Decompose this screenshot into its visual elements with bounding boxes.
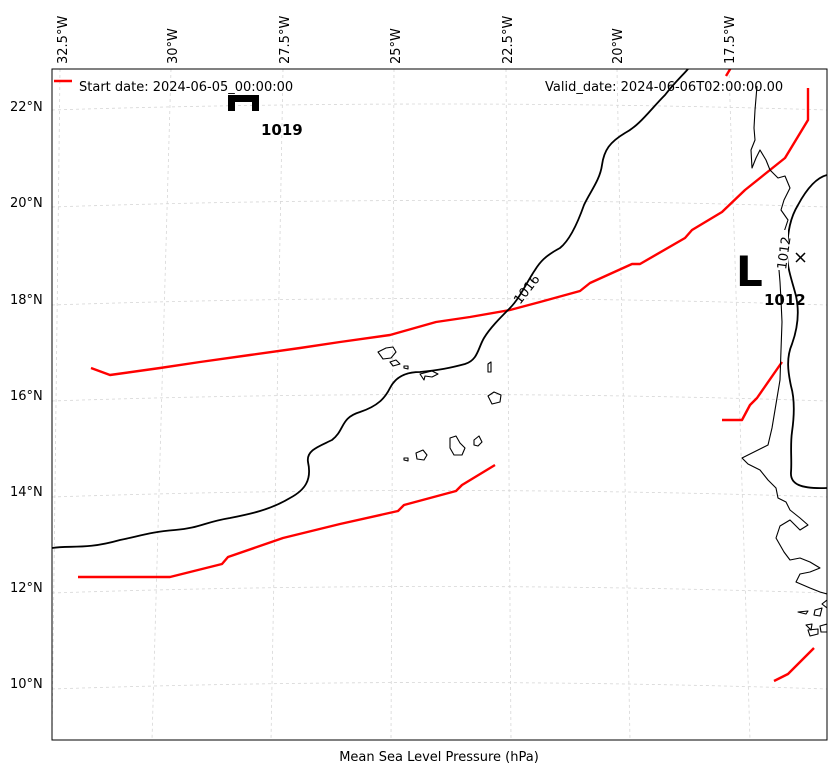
cape-verde-santo-antao [377,346,397,360]
map-panel [52,69,827,740]
meridian-22-5w [505,69,512,740]
lon-tick-label: 27.5°W [278,16,293,64]
parallel-18n [52,298,827,306]
cape-verde-santa-luzia [403,365,409,370]
cape-verde-fogo [415,449,428,461]
low-center-marker [795,252,806,263]
guinea-coast [821,599,827,609]
meridian-27-5w [270,69,284,740]
lon-tick-label: 17.5°W [723,16,738,64]
lat-tick-label: 16°N [10,389,43,404]
lat-tick-label: 12°N [10,581,43,596]
isobars [52,69,827,549]
parallel-16n [52,394,827,402]
isobar-label-1012: 1012 [775,236,794,271]
bijagos-1 [797,610,809,615]
valid-date-label: Valid_date: 2024-06-06T02:00:00.00 [545,80,783,95]
parallel-10n [52,682,827,690]
bijagos-4 [807,628,819,637]
meridian-32-5w [52,69,61,740]
cape-verde-brava [403,457,409,462]
lon-tick-label: 22.5°W [501,16,516,64]
lon-tick-label: 32.5°W [56,16,71,64]
lat-tick-label: 10°N [10,677,43,692]
meridian-25w [390,69,395,740]
high-pressure-value: 1019 [261,121,303,139]
lat-tick-label: 20°N [10,196,43,211]
lon-tick-labels: 32.5°W 30°W 27.5°W 25°W 22.5°W 20°W 17.5… [56,16,738,64]
isobar-label-gap [774,230,788,270]
meridian-20w [616,69,631,740]
africa-coast [741,85,827,595]
lon-tick-label: 25°W [389,28,404,64]
high-symbol [228,95,259,111]
parallel-14n [52,490,827,498]
meridian-17-5w [728,69,751,740]
cape-verde-sal [487,361,492,373]
low-pressure-value: 1012 [764,291,806,309]
parallel-12n [52,586,827,594]
map-caption: Mean Sea Level Pressure (hPa) [339,750,539,765]
lon-tick-label: 20°W [611,28,626,64]
red-contour-coast [722,361,783,422]
cape-verde-boa-vista [487,391,502,405]
bijagos-2 [813,607,823,617]
isobar-1016 [52,69,689,549]
graticule [52,69,827,740]
bijagos-5 [819,623,827,633]
lat-tick-label: 14°N [10,485,43,500]
start-date-label: Start date: 2024-06-05_00:00:00 [79,80,293,95]
lat-tick-label: 18°N [10,293,43,308]
lat-tick-labels: 22°N 20°N 18°N 16°N 14°N 12°N 10°N [10,100,43,692]
red-contour-bottom [773,647,815,683]
parallel-20n [52,200,827,208]
isobar-1012 [786,174,827,489]
red-contours [78,69,815,683]
meridian-30w [151,69,172,740]
cape-verde-sao-nicolau [419,370,439,381]
cape-verde-maio [473,435,483,447]
lat-tick-label: 22°N [10,100,43,115]
coastline [377,85,827,637]
red-contour-south [78,463,496,579]
red-contour-north [90,88,810,377]
cape-verde-sao-vicente [389,359,401,367]
bijagos-3 [805,623,813,631]
red-contour-top [724,69,732,77]
cape-verde-santiago [449,435,466,456]
parallel-22n [52,103,827,111]
lon-tick-label: 30°W [166,28,181,64]
map-frame [51,68,828,741]
low-symbol: L [736,247,763,296]
